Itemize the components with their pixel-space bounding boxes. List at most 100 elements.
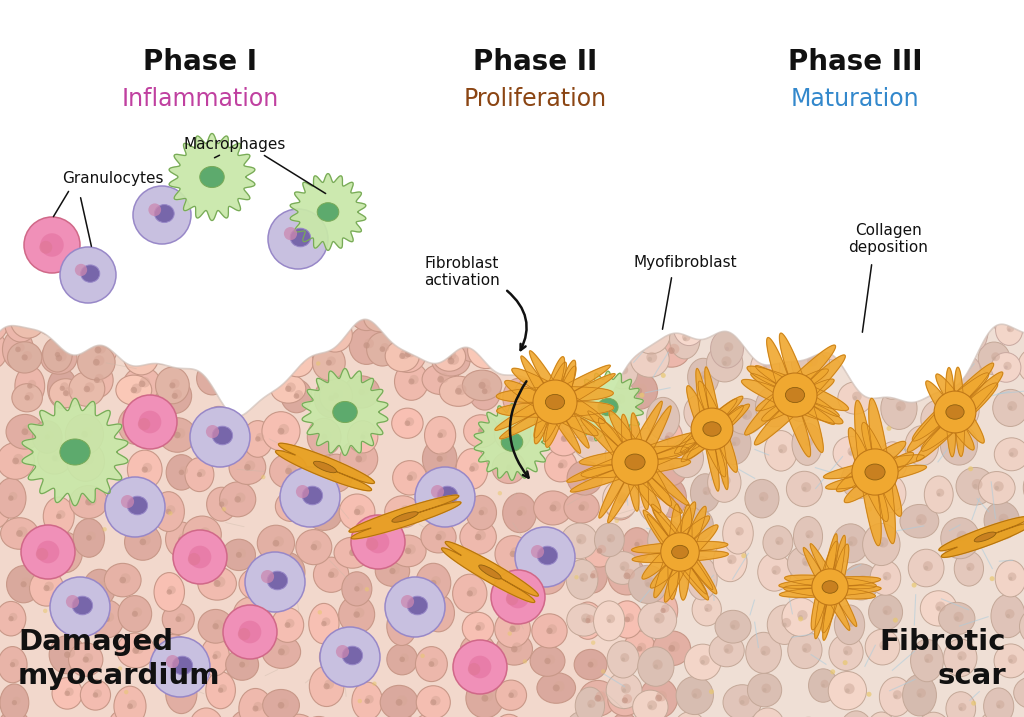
Ellipse shape xyxy=(608,685,642,716)
Ellipse shape xyxy=(423,439,457,479)
Circle shape xyxy=(989,576,994,581)
Polygon shape xyxy=(290,174,366,250)
Ellipse shape xyxy=(836,281,871,318)
Ellipse shape xyxy=(528,331,566,366)
Circle shape xyxy=(518,356,524,361)
Circle shape xyxy=(223,605,278,659)
Circle shape xyxy=(753,195,756,199)
Ellipse shape xyxy=(991,300,1024,336)
Ellipse shape xyxy=(116,312,155,346)
Circle shape xyxy=(896,401,906,412)
Circle shape xyxy=(1007,310,1017,320)
Ellipse shape xyxy=(466,495,497,530)
Ellipse shape xyxy=(653,631,690,665)
Circle shape xyxy=(446,353,453,360)
Circle shape xyxy=(410,375,419,384)
Ellipse shape xyxy=(927,240,956,271)
Ellipse shape xyxy=(985,274,1019,310)
Circle shape xyxy=(623,694,632,703)
Ellipse shape xyxy=(104,492,142,522)
Circle shape xyxy=(552,552,558,558)
Circle shape xyxy=(956,531,968,541)
Polygon shape xyxy=(23,398,128,505)
Circle shape xyxy=(40,233,63,257)
Circle shape xyxy=(478,510,484,516)
Ellipse shape xyxy=(493,452,525,483)
Circle shape xyxy=(783,246,794,256)
Circle shape xyxy=(209,376,215,381)
Circle shape xyxy=(683,452,693,461)
Circle shape xyxy=(637,642,646,652)
Ellipse shape xyxy=(767,220,796,250)
Circle shape xyxy=(133,643,143,654)
Text: Macrophages: Macrophages xyxy=(184,138,286,153)
Circle shape xyxy=(585,424,592,430)
Circle shape xyxy=(478,428,484,435)
Circle shape xyxy=(889,374,893,377)
Circle shape xyxy=(887,491,891,495)
Ellipse shape xyxy=(518,266,548,297)
Circle shape xyxy=(219,684,227,693)
Ellipse shape xyxy=(275,303,307,334)
Circle shape xyxy=(278,428,285,435)
Circle shape xyxy=(802,556,812,566)
Ellipse shape xyxy=(546,333,578,366)
Circle shape xyxy=(771,566,781,575)
Ellipse shape xyxy=(262,635,301,668)
Circle shape xyxy=(646,439,656,449)
Circle shape xyxy=(509,626,516,632)
Circle shape xyxy=(279,424,289,435)
Circle shape xyxy=(54,352,60,357)
Ellipse shape xyxy=(546,394,564,409)
Circle shape xyxy=(958,703,967,711)
Circle shape xyxy=(101,310,112,320)
Circle shape xyxy=(52,280,58,286)
Ellipse shape xyxy=(117,633,155,668)
Circle shape xyxy=(268,209,328,269)
Circle shape xyxy=(476,530,486,541)
Circle shape xyxy=(400,653,409,662)
Polygon shape xyxy=(654,502,707,602)
Circle shape xyxy=(802,643,811,653)
Circle shape xyxy=(973,261,982,271)
Ellipse shape xyxy=(871,475,906,513)
Circle shape xyxy=(355,455,362,462)
Ellipse shape xyxy=(425,417,456,454)
Circle shape xyxy=(563,397,568,402)
Polygon shape xyxy=(495,365,615,439)
Circle shape xyxy=(700,576,703,580)
Circle shape xyxy=(415,326,426,337)
Circle shape xyxy=(333,328,342,338)
Ellipse shape xyxy=(984,688,1014,717)
Ellipse shape xyxy=(978,711,1014,717)
Circle shape xyxy=(963,367,968,372)
Ellipse shape xyxy=(342,571,372,606)
Text: Collagen
deposition: Collagen deposition xyxy=(848,223,928,255)
Ellipse shape xyxy=(840,315,870,346)
Circle shape xyxy=(554,681,564,692)
Ellipse shape xyxy=(479,565,501,579)
Ellipse shape xyxy=(564,492,599,523)
Circle shape xyxy=(660,533,699,571)
Circle shape xyxy=(131,384,141,394)
Polygon shape xyxy=(767,333,823,457)
Circle shape xyxy=(651,495,660,505)
Circle shape xyxy=(190,407,250,467)
Circle shape xyxy=(686,296,689,299)
Ellipse shape xyxy=(894,219,924,250)
Ellipse shape xyxy=(794,516,822,556)
Circle shape xyxy=(534,380,577,424)
Circle shape xyxy=(654,613,665,624)
Circle shape xyxy=(285,565,295,575)
Polygon shape xyxy=(751,366,840,424)
Circle shape xyxy=(558,462,563,468)
Circle shape xyxy=(582,475,588,481)
Circle shape xyxy=(974,266,978,270)
Circle shape xyxy=(855,282,864,291)
Circle shape xyxy=(591,570,599,578)
Polygon shape xyxy=(756,369,835,421)
Circle shape xyxy=(480,314,486,320)
Circle shape xyxy=(216,421,221,427)
Circle shape xyxy=(776,332,785,342)
Circle shape xyxy=(71,555,76,559)
